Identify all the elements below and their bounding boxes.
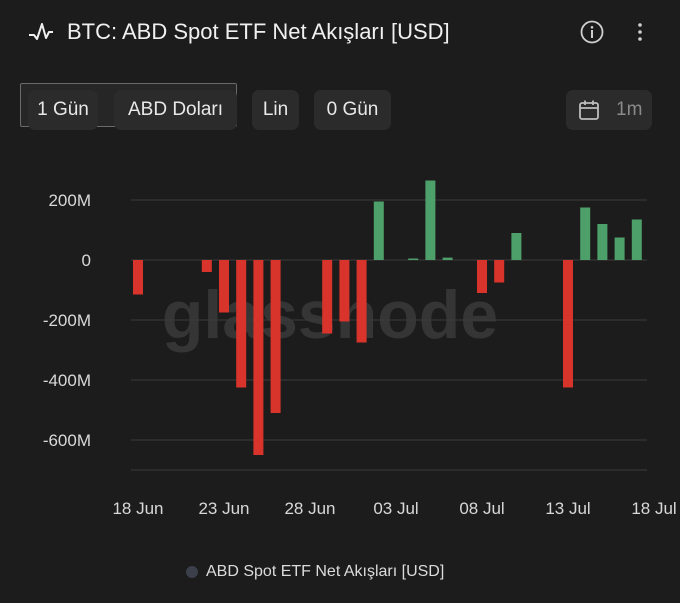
bar-04-jul[interactable]: [408, 258, 419, 261]
bar-25-jun[interactable]: [253, 260, 264, 455]
x-tick-label: 18 Jul: [631, 499, 676, 518]
currency-chip[interactable]: ABD Doları: [114, 90, 237, 130]
x-tick-label: 13 Jul: [545, 499, 590, 518]
bar-05-jul[interactable]: [425, 180, 436, 261]
x-tick-label: 03 Jul: [373, 499, 418, 518]
y-axis: 200M 0 -200M -400M -600M: [43, 191, 91, 450]
more-icon[interactable]: [628, 20, 652, 44]
legend[interactable]: ABD Spot ETF Net Akışları [USD]: [186, 563, 444, 583]
bar-22-jun[interactable]: [201, 260, 212, 272]
y-tick-label: -400M: [43, 371, 91, 390]
x-tick-label: 18 Jun: [112, 499, 163, 518]
chart-header: BTC: ABD Spot ETF Net Akışları [USD]: [0, 0, 680, 64]
x-tick-label: 08 Jul: [459, 499, 504, 518]
bar-10-jul[interactable]: [511, 233, 522, 260]
smoothing-chip[interactable]: 0 Gün: [314, 90, 391, 130]
interval-chip[interactable]: 1 Gün: [28, 90, 98, 130]
bar-15-jul[interactable]: [597, 224, 608, 260]
info-icon[interactable]: [580, 20, 604, 44]
bar-09-jul[interactable]: [494, 260, 505, 283]
pulse-icon: [29, 23, 53, 40]
bar-14-jul[interactable]: [580, 207, 591, 261]
bar-18-jun[interactable]: [133, 260, 143, 295]
legend-marker: [186, 566, 198, 578]
bar-17-jul[interactable]: [631, 219, 642, 261]
bar-23-jun[interactable]: [219, 260, 229, 313]
bar-30-jun[interactable]: [339, 260, 350, 322]
range-label: 1m: [616, 99, 643, 120]
bar-24-jun[interactable]: [236, 260, 247, 388]
bar-13-jul[interactable]: [563, 260, 573, 388]
legend-label: ABD Spot ETF Net Akışları [USD]: [206, 563, 445, 580]
grid: [131, 199, 647, 471]
y-tick-label: 0: [82, 251, 91, 270]
x-tick-label: 28 Jun: [284, 499, 335, 518]
bars: [133, 180, 642, 455]
bar-16-jul[interactable]: [614, 237, 625, 261]
bar-29-jun[interactable]: [322, 260, 333, 334]
y-tick-label: 200M: [48, 191, 91, 210]
bar-01-jul[interactable]: [356, 260, 367, 343]
page-title: BTC: ABD Spot ETF Net Akışları [USD]: [67, 19, 450, 44]
bar-26-jun[interactable]: [270, 260, 281, 413]
range-chip[interactable]: 1m: [566, 90, 652, 130]
bar-02-jul[interactable]: [373, 201, 384, 261]
x-tick-label: 23 Jun: [198, 499, 249, 518]
y-tick-label: -600M: [43, 431, 91, 450]
bar-08-jul[interactable]: [477, 260, 487, 293]
y-tick-label: -200M: [43, 311, 91, 330]
x-axis: 18 Jun 23 Jun 28 Jun 03 Jul 08 Jul 13 Jul 18 J…: [112, 499, 676, 518]
calendar-icon: [579, 100, 599, 120]
bar-06-jul[interactable]: [442, 257, 453, 260]
scale-chip[interactable]: Lin: [252, 90, 299, 130]
